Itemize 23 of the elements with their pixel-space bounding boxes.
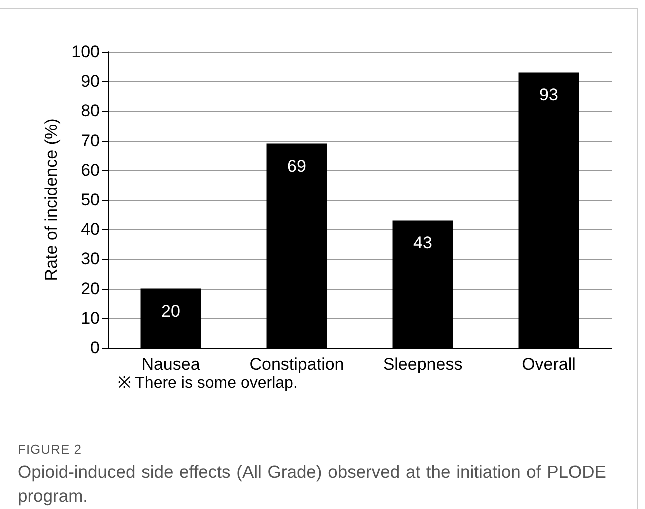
y-tick-label: 90 [81, 72, 100, 92]
y-tick-label: 50 [81, 190, 100, 210]
data-label: 69 [288, 156, 306, 176]
y-tick-label: 30 [81, 250, 100, 269]
data-label: 20 [162, 302, 180, 321]
text: ※ There is some overlap. [118, 375, 298, 392]
y-tick-label: 60 [81, 160, 100, 180]
y-tick-label: 100 [72, 42, 100, 62]
y-tick-label: 80 [81, 102, 100, 121]
x-tick-label: Constipation [250, 355, 344, 374]
text: Opioid-induced side effects (All Grade) observed at the initiation of PLODE program. [18, 461, 608, 508]
y-axis-title: Rate of incidence (%) [42, 118, 61, 282]
data-label: 43 [414, 234, 432, 253]
x-tick-label: Sleepness [383, 355, 463, 374]
caption: FIGURE 2 [18, 442, 82, 457]
y-tick-label: 0 [90, 338, 100, 358]
y-tick-label: 20 [81, 279, 100, 298]
y-tick-label: 70 [81, 131, 100, 150]
data-label: 93 [540, 86, 558, 105]
y-tick-label: 40 [81, 220, 100, 240]
x-tick-label: Overall [522, 355, 576, 374]
x-tick-label: Nausea [142, 355, 201, 374]
y-tick-label: 10 [81, 308, 100, 328]
